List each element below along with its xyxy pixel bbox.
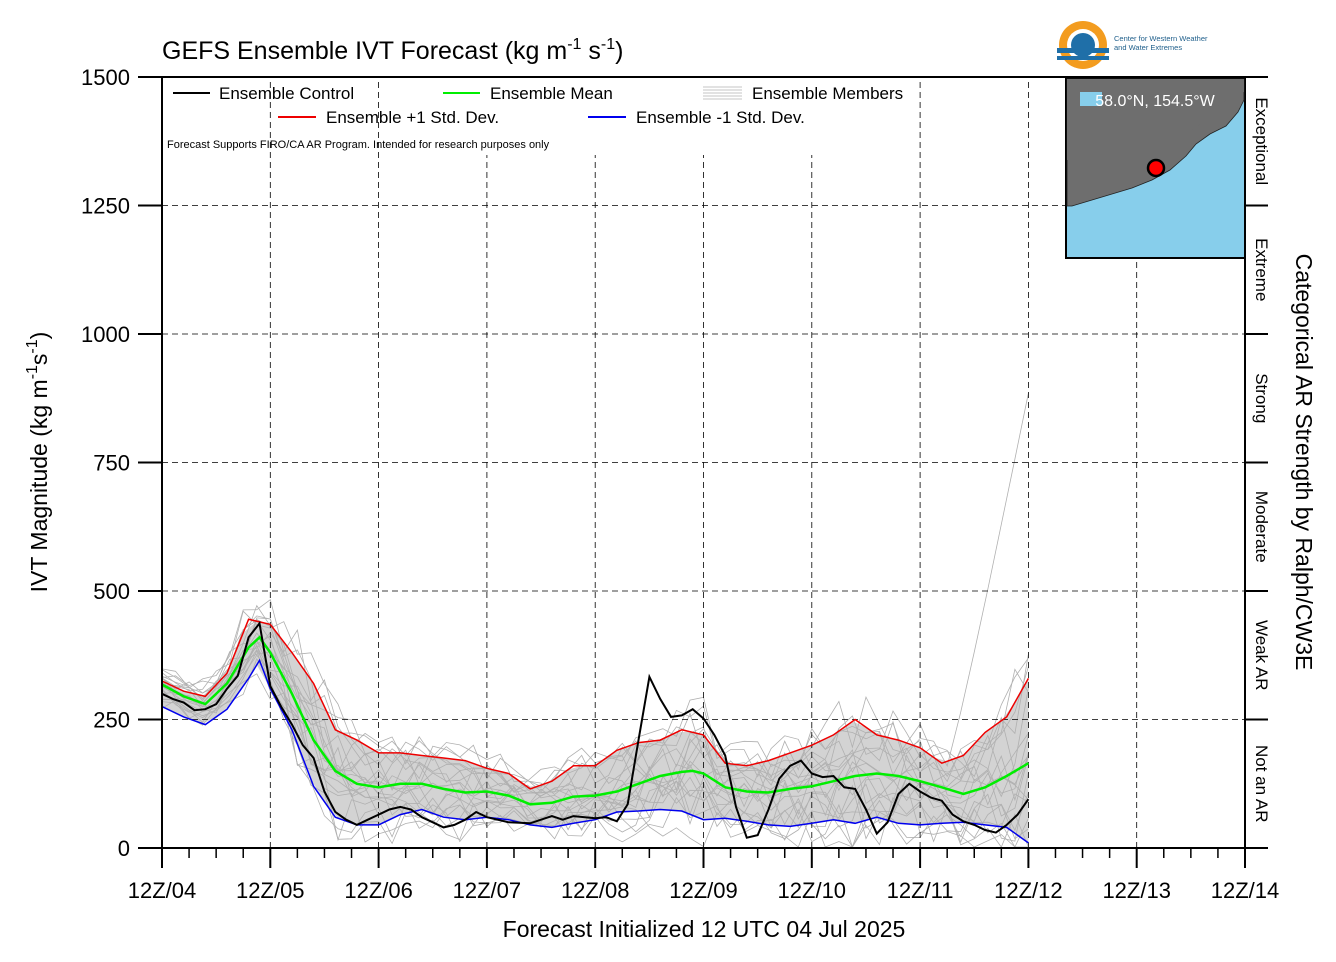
legend-members: Ensemble Members <box>752 84 903 103</box>
x-axis-label: Forecast Initialized 12 UTC 04 Jul 2025 <box>503 916 906 942</box>
chart-title: GEFS Ensemble IVT Forecast (kg m-1 s-1) <box>162 36 623 65</box>
x-tick-label: 12Z/12 <box>994 878 1063 903</box>
ensemble-member-line <box>161 649 1029 848</box>
y-tick-label: 1000 <box>81 322 130 347</box>
x-tick-label: 12Z/07 <box>453 878 522 903</box>
x-tick-label: 12Z/04 <box>128 878 197 903</box>
category-label: Moderate <box>1252 491 1271 563</box>
x-tick-label: 12Z/11 <box>887 878 954 903</box>
legend-control: Ensemble Control <box>219 84 354 103</box>
location-marker <box>1146 158 1166 178</box>
y-tick-label: 1250 <box>81 194 130 219</box>
inset-coord: 58.0°N, 154.5°W <box>1095 93 1215 110</box>
x-tick-label: 12Z/14 <box>1211 878 1280 903</box>
category-label: Exceptional <box>1252 97 1271 185</box>
category-label: Strong <box>1252 373 1271 423</box>
plot-area: 0 250 500 750 1000 1250 1500 12Z/04 12Z/05 12Z/06… <box>81 65 1279 903</box>
x-tick-label: 12Z/06 <box>344 878 413 903</box>
inset-map: 58.0°N, 154.5°W <box>1065 77 1246 259</box>
category-label: Extreme <box>1252 238 1271 301</box>
cw3e-logo: Center for Western Weather and Water Ext… <box>1057 21 1208 69</box>
y-tick-label: 250 <box>93 708 130 733</box>
logo-line1: Center for Western Weather <box>1114 34 1208 43</box>
x-tick-label: 12Z/08 <box>561 878 630 903</box>
series-line-control <box>161 621 1030 839</box>
research-note: Forecast Supports FIRO/CA AR Program. In… <box>167 139 550 151</box>
legend-mean: Ensemble Mean <box>490 84 613 103</box>
logo-line2: and Water Extremes <box>1114 43 1182 52</box>
series-line-minus <box>161 658 1029 844</box>
y-axis-label: IVT Magnitude (kg m-1s-1) <box>24 332 52 593</box>
y-tick-label: 750 <box>93 451 130 476</box>
category-label: Not an AR <box>1252 745 1271 823</box>
x-tick-label: 12Z/13 <box>1102 878 1171 903</box>
legend-plus: Ensemble +1 Std. Dev. <box>326 108 499 127</box>
series-line-plus <box>161 618 1030 790</box>
series-line-mean <box>161 635 1030 806</box>
x-tick-label: 12Z/05 <box>236 878 305 903</box>
y-tick-label: 0 <box>118 836 130 861</box>
y-tick-label: 1500 <box>81 65 130 90</box>
legend: Ensemble Control Ensemble Mean Ensemble … <box>167 84 903 151</box>
x-tick-label: 12Z/09 <box>669 878 738 903</box>
category-label: Weak AR <box>1252 620 1271 691</box>
x-tick-label: 12Z/10 <box>778 878 847 903</box>
y-tick-label: 500 <box>93 579 130 604</box>
right-axis-label: Categorical AR Strength by Ralph/CW3E <box>1291 254 1317 671</box>
ensemble-member-line <box>161 645 1029 843</box>
legend-minus: Ensemble -1 Std. Dev. <box>636 108 805 127</box>
